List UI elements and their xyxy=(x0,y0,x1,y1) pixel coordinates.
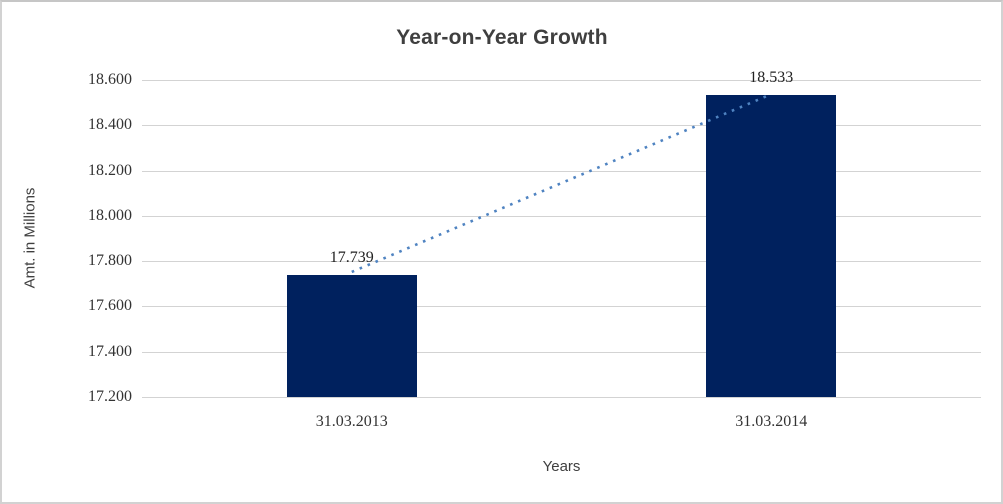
gridline xyxy=(142,80,981,81)
y-axis-tick-label: 18.600 xyxy=(88,71,132,88)
y-axis-tick-label: 17.200 xyxy=(88,388,132,405)
y-axis-tick-label: 17.400 xyxy=(88,342,132,360)
y-axis-tick-label: 18.000 xyxy=(88,206,132,224)
bar-data-label: 17.739 xyxy=(329,248,374,266)
gridline xyxy=(142,397,981,398)
bar xyxy=(706,95,837,397)
bar-data-label: 18.533 xyxy=(749,69,794,87)
gridline xyxy=(142,125,981,127)
gridline xyxy=(142,306,981,308)
gridline xyxy=(142,215,981,217)
x-axis-category-label: 31.03.2013 xyxy=(315,413,388,430)
y-axis-tick-label: 17.600 xyxy=(88,297,132,315)
y-axis-tick-label: 18.400 xyxy=(88,116,132,134)
y-axis-title: Amt. in Millions xyxy=(21,187,39,289)
gridline xyxy=(142,170,981,172)
gridline xyxy=(142,351,981,353)
gridline xyxy=(142,261,981,263)
x-axis-title: Years xyxy=(542,458,581,475)
bar xyxy=(286,274,417,397)
y-axis-tick-label: 17.800 xyxy=(88,252,132,270)
x-axis-category-label: 31.03.2014 xyxy=(735,413,808,430)
chart-title: Year-on-Year Growth xyxy=(396,26,608,49)
y-axis-tick-label: 18.200 xyxy=(88,161,132,179)
